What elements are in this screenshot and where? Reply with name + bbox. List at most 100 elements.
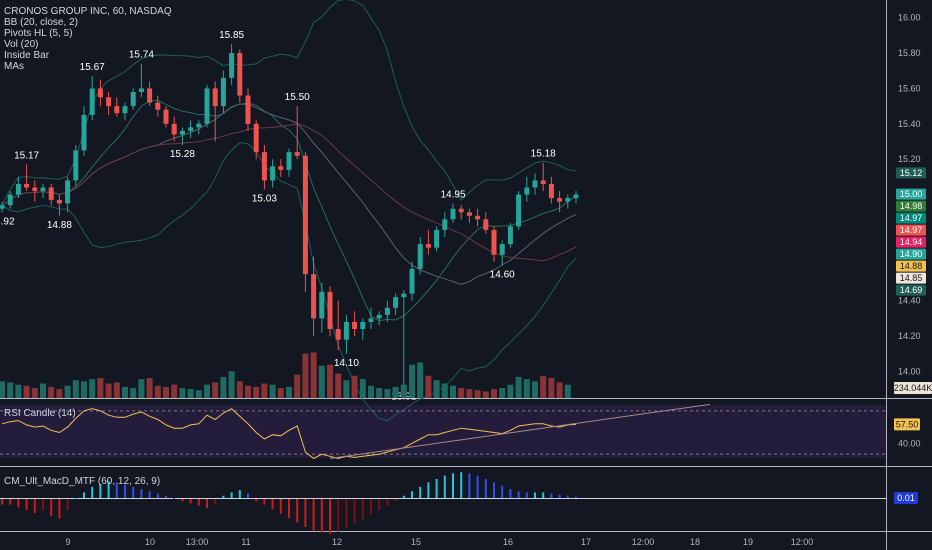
candle-body [507, 226, 513, 245]
candle-body [516, 194, 522, 227]
study-inside-bar[interactable]: Inside Bar [4, 50, 50, 61]
price-badge-label: 14.69 [900, 285, 923, 295]
macd-histogram-bar [312, 499, 315, 531]
volume-bar [327, 364, 333, 398]
candle-body [417, 244, 423, 269]
macd-histogram-bar [271, 499, 274, 510]
candle-body [376, 314, 382, 319]
pivot-label: 15.28 [170, 149, 195, 160]
candle-body [286, 152, 292, 170]
candle-body [442, 219, 448, 230]
study-mas[interactable]: MAs [4, 61, 24, 72]
macd-histogram-bar [99, 484, 102, 498]
macd-histogram-bar [337, 499, 340, 532]
volume-bar [56, 389, 63, 398]
macd-histogram-bar [42, 499, 44, 511]
time-tick-label: 11 [241, 537, 250, 547]
macd-histogram-bar [468, 473, 471, 498]
volume-bar [154, 385, 161, 398]
candle-body [155, 102, 161, 110]
study-pivots[interactable]: Pivots HL (5, 5) [4, 28, 73, 39]
macd-histogram-bar [173, 498, 176, 499]
price-tick-label: 16.00 [898, 13, 921, 23]
bb-basis [1, 103, 577, 285]
volume-bar [187, 389, 194, 398]
volume-bar [507, 384, 514, 398]
volume-bar [318, 365, 325, 398]
rsi-pane-label[interactable]: RSI Candle (14) [4, 408, 76, 419]
macd-histogram-bar [419, 486, 422, 498]
candle-body [499, 244, 505, 255]
price-tick-label: 14.20 [898, 331, 921, 341]
study-bb[interactable]: BB (20, close, 2) [4, 17, 78, 28]
candle-body [524, 187, 530, 195]
candle-body [147, 88, 153, 103]
rsi-tick-label: 40.00 [898, 438, 921, 448]
pivot-label: 15.03 [252, 193, 277, 204]
price-badge-label: 14.98 [900, 201, 923, 211]
price-badge [896, 224, 926, 236]
candle-body [106, 97, 112, 107]
pivot-label: 14.92 [0, 216, 15, 227]
macd-histogram-bar [534, 492, 536, 498]
macd-histogram-bar [9, 499, 12, 505]
volume-bar [384, 389, 391, 398]
pivot-label: 15.50 [285, 92, 310, 103]
time-tick-label: 13:00 [186, 537, 209, 547]
volume-bar [220, 376, 227, 398]
volume-bar [343, 380, 350, 398]
volume-bar [179, 388, 186, 398]
macd-histogram-bar [370, 499, 372, 515]
candle-body [245, 95, 251, 124]
volume-bar [523, 379, 530, 398]
macd-histogram-bar [493, 482, 495, 498]
candle-body [229, 53, 235, 78]
volume-bar [97, 378, 104, 398]
volume-bar [113, 382, 120, 398]
candle-body [401, 293, 407, 298]
price-badge [896, 272, 926, 284]
candle-body [138, 88, 144, 92]
study-volume[interactable]: Vol (20) [4, 39, 39, 50]
price-badge [896, 188, 926, 200]
macd-histogram-bar [181, 499, 184, 502]
candle-body [565, 198, 571, 202]
volume-bar [64, 385, 71, 398]
rsi-line [1, 408, 577, 460]
volume-bar [351, 375, 358, 398]
macd-histogram-bar [255, 499, 258, 502]
macd-histogram-bar [214, 499, 217, 505]
candle-body [73, 150, 79, 181]
macd-histogram-bar [361, 499, 364, 520]
time-tick-label: 16 [503, 537, 513, 547]
candle-body [270, 166, 276, 181]
candle-body [204, 88, 210, 124]
macd-histogram-bar [525, 492, 528, 498]
price-badge-label: 15.00 [900, 189, 923, 199]
macd-histogram-bar [345, 499, 348, 529]
macd-histogram-bar [476, 475, 479, 498]
macd-histogram-bar [509, 489, 512, 498]
macd-histogram-bar [83, 492, 85, 498]
candle-body [196, 123, 202, 128]
macd-histogram-bar [263, 499, 266, 505]
volume-bar [556, 382, 563, 398]
volume-bar [302, 353, 309, 398]
price-tick-label: 14.40 [898, 296, 921, 306]
volume-bar [72, 380, 79, 398]
volume-bar [40, 383, 46, 398]
macd-histogram-bar [296, 499, 299, 523]
macd-histogram-bar [566, 495, 569, 498]
volume-bar [171, 384, 178, 398]
candle-body [425, 244, 431, 248]
volume-bar [515, 376, 522, 398]
volume-bar [392, 386, 399, 398]
candle-body [163, 109, 169, 124]
candle-body [253, 123, 259, 153]
candle-body [278, 166, 284, 170]
candle-body [24, 183, 30, 188]
macd-histogram-bar [411, 491, 413, 498]
macd-pane-label[interactable]: CM_Ult_MacD_MTF (60, 12, 26, 9) [4, 476, 161, 487]
volume-bar [146, 378, 153, 398]
